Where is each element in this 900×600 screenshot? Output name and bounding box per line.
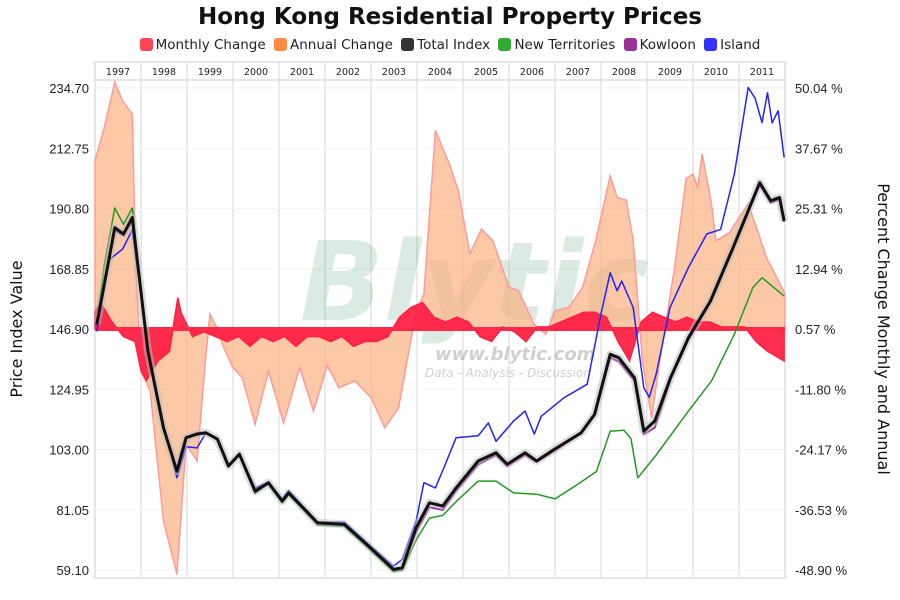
y-tick-label: 81.05: [56, 503, 89, 518]
legend-label: Kowloon: [639, 37, 696, 53]
x-tick-label: 2000: [244, 67, 268, 78]
x-tick-label: 2010: [704, 67, 728, 78]
x-tick-label: 2008: [612, 67, 636, 78]
chart-title: Hong Kong Residential Property Prices: [198, 4, 702, 30]
y2-tick-label: 25.31 %: [795, 202, 843, 217]
x-tick-label: 2007: [566, 67, 590, 78]
x-tick-label: 2001: [290, 67, 314, 78]
legend-label: Island: [720, 37, 761, 53]
legend: Monthly Change Annual Change Total Index…: [0, 37, 900, 53]
x-tick-label: 2009: [658, 67, 682, 78]
series-line-total-index: [95, 181, 786, 571]
y-tick-label: 234.70: [49, 81, 89, 96]
y2-tick-label: 12.94 %: [795, 262, 843, 277]
y2-tick-label: -24.17 %: [795, 443, 847, 458]
y2-axis-label: Percent Change Monthly and Annual: [874, 183, 893, 475]
x-tick-label: 2004: [428, 67, 452, 78]
legend-label: Monthly Change: [155, 37, 266, 53]
y2-tick-label: 0.57 %: [795, 322, 836, 337]
legend-swatch: [401, 38, 415, 51]
y-tick-label: 190.80: [49, 202, 89, 217]
legend-label: Annual Change: [289, 37, 393, 53]
legend-item-new-territories[interactable]: New Territories: [498, 37, 615, 53]
y-tick-label: 103.00: [49, 443, 89, 458]
y-tick-label: 168.85: [49, 262, 89, 277]
legend-swatch: [704, 38, 718, 51]
y-tick-label: 59.10: [56, 563, 89, 578]
legend-item-kowloon[interactable]: Kowloon: [623, 37, 696, 53]
y-axis-label: Price Index Value: [7, 260, 26, 397]
y2-tick-label: -11.80 %: [795, 382, 847, 397]
legend-swatch: [623, 38, 637, 51]
legend-swatch: [273, 38, 287, 51]
legend-item-annual-change[interactable]: Annual Change: [273, 37, 393, 53]
x-tick-label: 2005: [474, 67, 498, 78]
y2-tick-label: -36.53 %: [795, 503, 847, 518]
year-strip: [94, 61, 786, 81]
y-tick-label: 146.90: [49, 322, 89, 337]
x-tick-label: 1997: [106, 67, 130, 78]
x-tick-label: 2002: [336, 67, 360, 78]
legend-label: New Territories: [514, 37, 616, 53]
legend-swatch: [498, 38, 512, 51]
y2-tick-label: 50.04 %: [795, 81, 843, 96]
y-tick-label: 212.75: [49, 141, 89, 156]
legend-swatch: [139, 38, 153, 51]
y-tick-label: 124.95: [49, 382, 89, 397]
series-area-monthly-change: [94, 297, 785, 383]
legend-item-total-index[interactable]: Total Index: [401, 37, 490, 53]
watermark-url: www.blytic.com: [435, 344, 595, 365]
legend-label: Total Index: [417, 37, 491, 53]
x-tick-label: 2006: [520, 67, 544, 78]
y2-tick-label: -48.90 %: [795, 563, 847, 578]
x-tick-label: 2003: [382, 67, 406, 78]
y2-tick-label: 37.67 %: [795, 141, 843, 156]
x-tick-label: 1998: [152, 67, 176, 78]
x-tick-label: 1999: [198, 67, 222, 78]
legend-item-monthly-change[interactable]: Monthly Change: [139, 37, 266, 53]
legend-item-island[interactable]: Island: [704, 37, 760, 53]
x-tick-label: 2011: [750, 67, 774, 78]
watermark-tagline: Data - Analysis - Discussion: [425, 366, 591, 380]
